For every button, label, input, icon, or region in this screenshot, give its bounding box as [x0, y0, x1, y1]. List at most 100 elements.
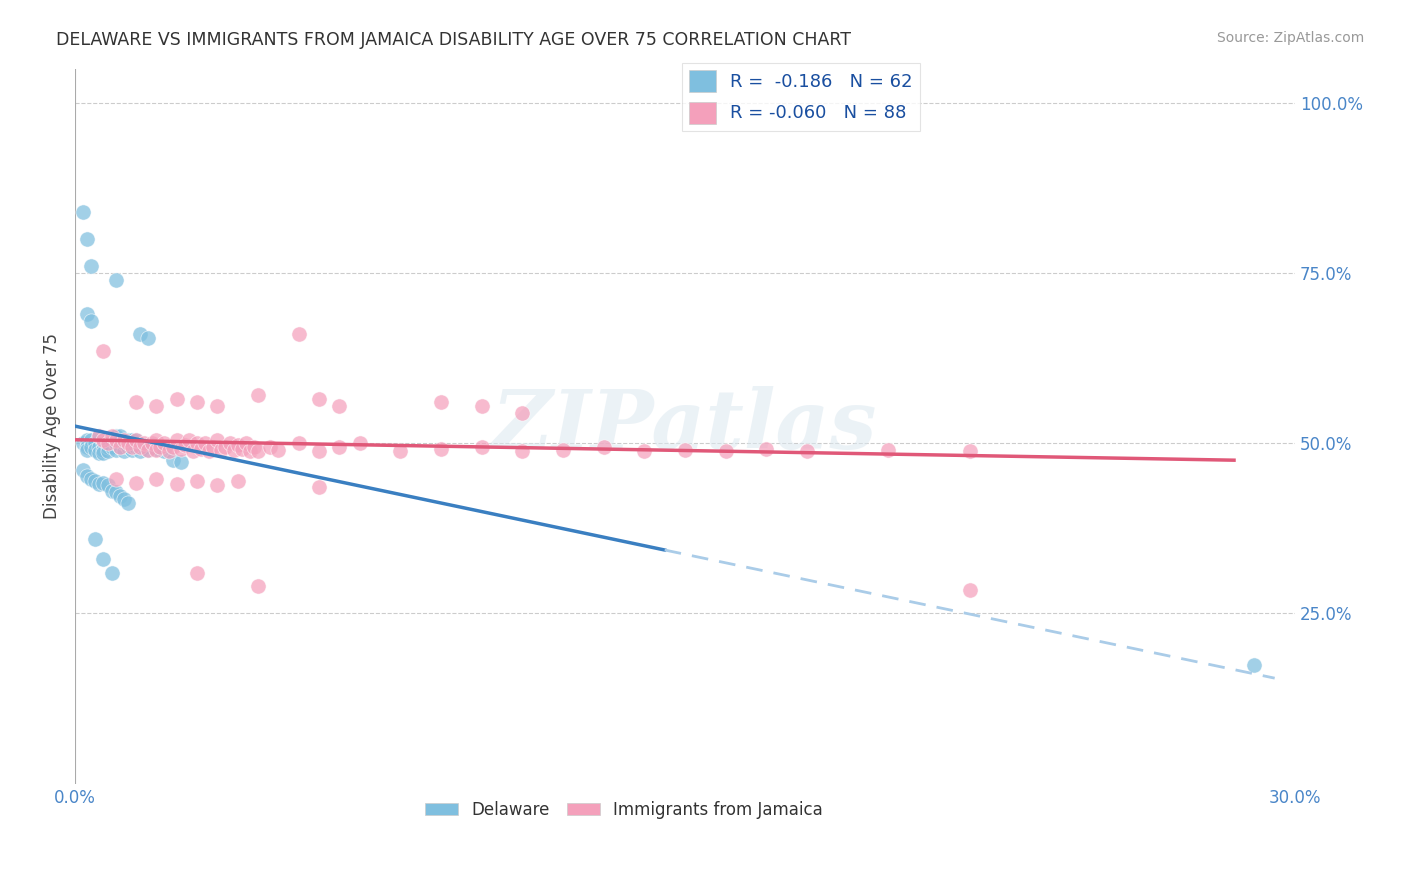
Point — [166, 392, 188, 406]
Point — [247, 579, 270, 593]
Point — [149, 440, 172, 454]
Point — [72, 204, 94, 219]
Point — [877, 442, 900, 457]
Point — [112, 444, 135, 458]
Point — [145, 442, 167, 456]
Point — [247, 444, 270, 458]
Point — [328, 399, 350, 413]
Point — [121, 442, 143, 457]
Point — [96, 478, 118, 492]
Point — [129, 440, 152, 454]
Y-axis label: Disability Age Over 75: Disability Age Over 75 — [44, 333, 60, 519]
Point — [76, 307, 98, 321]
Point — [633, 444, 655, 458]
Point — [673, 442, 696, 457]
Point — [96, 444, 118, 458]
Point — [157, 444, 180, 458]
Point — [112, 433, 135, 447]
Point — [89, 446, 111, 460]
Point — [141, 437, 163, 451]
Point — [84, 436, 107, 450]
Point — [162, 440, 184, 454]
Point — [89, 429, 111, 443]
Point — [471, 440, 494, 454]
Point — [389, 444, 412, 458]
Point — [328, 440, 350, 454]
Point — [104, 429, 127, 443]
Text: ZIPatlas: ZIPatlas — [492, 386, 877, 467]
Point — [181, 444, 204, 458]
Point — [121, 440, 143, 454]
Point — [145, 433, 167, 447]
Point — [308, 444, 330, 458]
Text: DELAWARE VS IMMIGRANTS FROM JAMAICA DISABILITY AGE OVER 75 CORRELATION CHART: DELAWARE VS IMMIGRANTS FROM JAMAICA DISA… — [56, 31, 851, 49]
Point — [80, 259, 103, 273]
Point — [170, 455, 193, 469]
Point — [89, 429, 111, 443]
Point — [166, 477, 188, 491]
Point — [153, 444, 176, 458]
Point — [134, 436, 156, 450]
Point — [226, 474, 249, 488]
Point — [190, 442, 212, 456]
Point — [84, 532, 107, 546]
Point — [100, 483, 122, 498]
Point — [136, 442, 159, 457]
Point — [186, 566, 208, 580]
Point — [80, 472, 103, 486]
Point — [198, 444, 221, 458]
Point — [308, 392, 330, 406]
Point — [287, 436, 309, 450]
Point — [117, 436, 139, 450]
Point — [104, 485, 127, 500]
Point — [72, 463, 94, 477]
Point — [108, 440, 131, 454]
Point — [104, 436, 127, 450]
Point — [80, 313, 103, 327]
Point — [129, 327, 152, 342]
Point — [162, 453, 184, 467]
Point — [287, 327, 309, 342]
Point — [145, 399, 167, 413]
Point — [125, 433, 148, 447]
Point — [76, 468, 98, 483]
Point — [93, 475, 115, 490]
Point — [84, 474, 107, 488]
Point — [218, 436, 240, 450]
Point — [72, 436, 94, 450]
Point — [194, 436, 217, 450]
Point — [207, 478, 229, 492]
Point — [80, 440, 103, 454]
Point — [186, 395, 208, 409]
Point — [84, 442, 107, 457]
Point — [125, 395, 148, 409]
Point — [104, 273, 127, 287]
Point — [125, 440, 148, 454]
Point — [136, 330, 159, 344]
Text: Source: ZipAtlas.com: Source: ZipAtlas.com — [1216, 31, 1364, 45]
Point — [117, 440, 139, 454]
Point — [104, 433, 127, 447]
Point — [76, 442, 98, 457]
Point — [207, 433, 229, 447]
Point — [100, 566, 122, 580]
Point — [108, 429, 131, 443]
Point — [141, 436, 163, 450]
Point — [129, 444, 152, 458]
Point — [259, 440, 281, 454]
Point — [755, 442, 778, 456]
Point — [112, 491, 135, 506]
Point — [471, 399, 494, 413]
Point — [117, 433, 139, 447]
Point — [239, 444, 262, 458]
Point — [80, 433, 103, 447]
Point — [76, 440, 98, 454]
Point — [177, 433, 200, 447]
Point — [231, 442, 253, 456]
Point — [267, 442, 290, 457]
Point — [173, 437, 195, 451]
Point — [93, 446, 115, 460]
Point — [714, 444, 737, 458]
Point — [209, 442, 232, 457]
Point — [145, 442, 167, 457]
